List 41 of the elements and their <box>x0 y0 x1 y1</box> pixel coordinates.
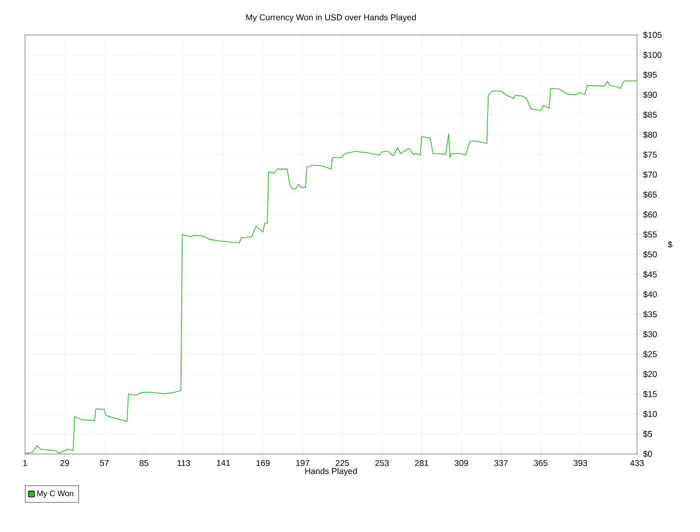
x-tick-label: 57 <box>100 460 109 466</box>
x-tick-label: 309 <box>454 460 468 466</box>
y-tick-label: $95 <box>643 71 657 78</box>
y-tick-label: $75 <box>643 151 657 158</box>
y-tick-label: $25 <box>643 350 657 358</box>
x-tick-label: 433 <box>630 460 644 466</box>
y-tick-label: $35 <box>643 310 657 318</box>
y-tick-label: $80 <box>643 131 657 138</box>
y-tick-label: $100 <box>643 52 662 58</box>
y-tick-label: $65 <box>643 191 657 198</box>
y-tick-label: $15 <box>643 390 657 398</box>
x-tick-label: 281 <box>415 460 428 466</box>
y-tick-label: $20 <box>643 370 657 378</box>
y-tick-label: $90 <box>643 91 657 98</box>
y-tick-label: $60 <box>643 211 657 218</box>
x-tick-label: 225 <box>336 460 350 466</box>
x-tick-label: 393 <box>574 460 588 466</box>
y-axis-title: $ <box>668 241 672 248</box>
y-tick-label: $0 <box>643 450 652 458</box>
y-tick-label: $10 <box>643 410 657 418</box>
x-tick-label: 253 <box>375 460 389 466</box>
x-tick-label: 113 <box>178 460 190 466</box>
y-tick-label: $45 <box>643 271 657 278</box>
x-tick-label: 141 <box>216 460 230 466</box>
x-tick-label: 85 <box>140 460 148 466</box>
y-tick-label: $85 <box>643 111 657 118</box>
y-tick-label: $70 <box>643 171 657 178</box>
y-tick-label: $55 <box>643 231 657 238</box>
y-tick-label: $105 <box>643 32 662 38</box>
x-axis-title: Hands Played <box>305 468 357 476</box>
y-tick-label: $50 <box>643 251 657 258</box>
x-tick-label: 29 <box>60 460 69 466</box>
y-tick-label: $5 <box>643 430 652 438</box>
x-tick-label: 365 <box>534 460 548 466</box>
x-tick-label: 169 <box>256 460 270 466</box>
x-tick-label: 197 <box>296 460 310 466</box>
y-tick-label: $40 <box>643 290 657 298</box>
chart-title: My Currency Won in USD over Hands Played <box>246 14 416 22</box>
y-tick-label: $30 <box>643 330 657 338</box>
x-tick-label: 1 <box>23 460 27 466</box>
x-tick-label: 337 <box>494 460 508 466</box>
